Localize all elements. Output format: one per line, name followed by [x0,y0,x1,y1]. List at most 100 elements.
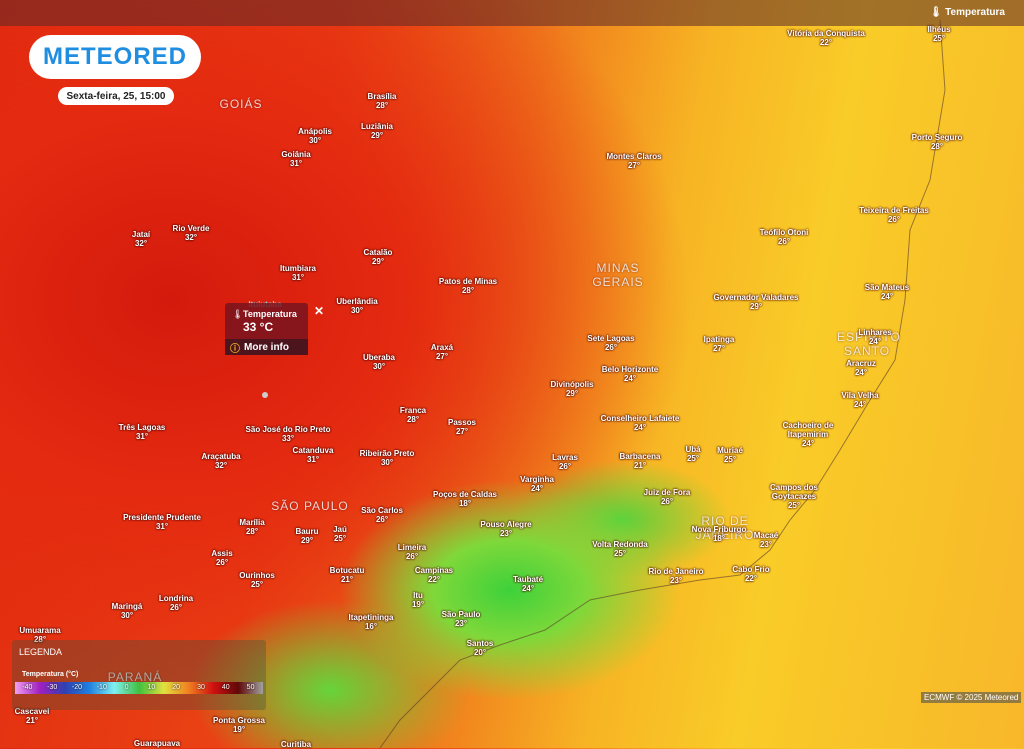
city-label: Franca 28° [400,406,426,424]
city-temp: 23° [759,540,773,549]
city-temp: 26° [215,558,229,567]
city-name: Catalão [363,248,393,257]
city-label: Passos 27° [448,418,476,436]
city-temp: 30° [120,611,134,620]
city-label: Taubaté 24° [513,575,543,593]
city-temp: 18° [712,534,726,543]
city-name: Ipatinga [703,335,735,344]
city-label: Muriaé 25° [717,446,743,464]
layer-label[interactable]: 🌡 Temperatura [929,7,1005,18]
city-temp: 26° [558,462,572,471]
city-temp: 16° [364,622,378,631]
city-label: Juiz de Fora 26° [644,488,691,506]
city-temp: 19° [411,600,425,609]
city-name: Rio Verde [172,224,210,233]
city-label: Maringá 30° [112,602,143,620]
legend: LEGENDA Temperatura (°C) -40 -30 -20 -10 0 10… [12,640,266,710]
city-temp: 21° [340,575,354,584]
city-temp: 28° [245,527,259,536]
city-label: Itumbiara 31° [280,264,316,282]
city-name: Curitiba [280,740,312,749]
scale-label: 20 [172,684,181,691]
city-name: Juiz de Fora [643,488,691,497]
city-name: Limeira [397,543,427,552]
city-name: Aracruz [846,359,876,368]
city-label: Anápolis 30° [298,127,332,145]
city-label: Montes Claros 27° [606,152,661,170]
city-name: Rio de Janeiro [648,567,704,576]
city-temp: 24° [853,400,867,409]
legend-title: LEGENDA [19,647,63,657]
city-name: Linhares [858,328,892,337]
city-label: Patos de Minas 28° [439,277,497,295]
city-label: Luziânia 29° [361,122,393,140]
city-name: Itapetininga [348,613,394,622]
city-name: São Paulo [441,610,481,619]
city-name: Montes Claros [606,152,662,161]
city-temp: 19° [232,725,246,734]
city-name: Brasília [367,92,397,101]
city-temp: 22° [744,574,758,583]
city-label: São Carlos 26° [361,506,403,524]
city-name: Londrina [158,594,194,603]
logo[interactable]: METEORED [29,35,201,79]
city-name: Ilhéus [927,25,951,34]
city-name: Itumbiara [279,264,317,273]
city-label: Ourinhos 25° [239,571,275,589]
scale-label: 10 [147,684,156,691]
more-info-button[interactable]: ⓘ More info [225,339,308,355]
city-label: Itu 19° [412,591,424,609]
city-temp: 29° [749,302,763,311]
city-temp: 25° [932,34,946,43]
city-temp: 26° [660,497,674,506]
city-temp: 24° [633,423,647,432]
city-name: Jaú [333,525,347,534]
city-name: Vila Velha [841,391,879,400]
date-label: Sexta-feira, 25, 15:00 [58,87,174,105]
city-label: Londrina 26° [159,594,193,612]
city-label: Belo Horizonte 24° [602,365,658,383]
city-temp: 30° [350,306,364,315]
city-temp: 31° [155,522,169,531]
city-label: Uberlândia 30° [336,297,377,315]
city-label: Marília 28° [239,518,264,536]
city-label: Cachoeiro de Itapemirim 24° [778,421,838,448]
city-name: Goiânia [281,150,311,159]
city-temp: 21° [633,461,647,470]
city-label: Poços de Caldas 18° [433,490,497,508]
city-name: Cabo Frio [732,565,770,574]
city-temp: 24° [521,584,535,593]
city-temp: 29° [565,389,579,398]
city-label: Ubá 25° [685,445,700,463]
city-temp: 30° [380,458,394,467]
legend-scale: -40 -30 -20 -10 0 10 20 30 40 50 [15,682,263,694]
layer-name: Temperatura [945,7,1005,18]
city-label: Conselheiro Lafaiete 24° [601,414,680,432]
city-temp: 32° [184,233,198,242]
city-temp: 31° [289,159,303,168]
city-label: Macaé 23° [754,531,778,549]
scale-label: 50 [246,684,255,691]
city-temp: 27° [712,344,726,353]
city-name: Varginha [520,475,554,484]
city-label: Catalão 29° [364,248,393,266]
city-label: Nova Friburgo 18° [692,525,747,543]
city-label: Limeira 26° [398,543,426,561]
city-label: Jaú 25° [333,525,347,543]
city-temp: 24° [880,292,894,301]
close-button[interactable]: ✕ [313,304,324,318]
city-temp: 25° [686,454,700,463]
city-name: São Carlos [361,506,403,515]
thermometer-icon: 🌡 [232,309,244,319]
city-temp: 23° [669,576,683,585]
city-name: Uberlândia [336,297,378,306]
city-label: Umuarama 28° [19,626,60,644]
city-name: Teixeira de Freitas [859,206,929,215]
city-label: Goiânia 31° [281,150,310,168]
region-label: MINAS GERAIS [592,261,644,289]
top-bar [0,0,1024,26]
location-marker [262,392,268,398]
city-name: Luziânia [360,122,394,131]
